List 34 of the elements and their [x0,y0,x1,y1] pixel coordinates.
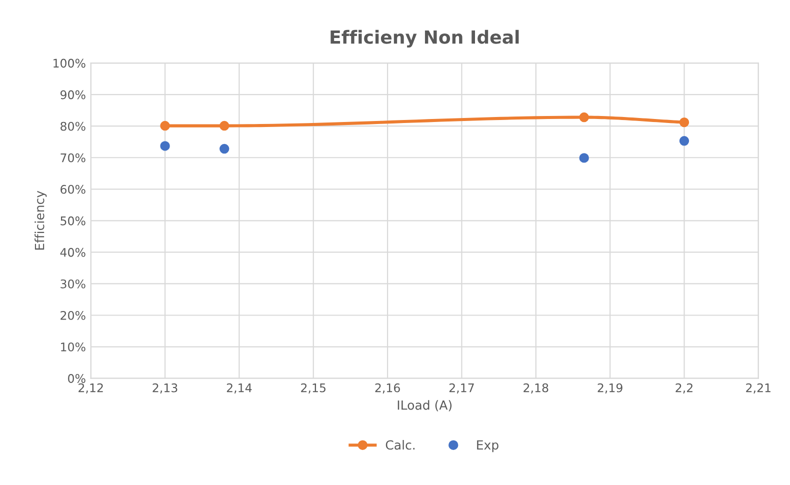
x-tick-label: 2,18 [524,383,548,394]
y-tick-label: 70% [60,153,86,162]
y-tick-label: 0% [68,374,86,383]
y-tick-label: 40% [60,248,86,257]
chart-title: Efficieny Non Ideal [330,30,519,48]
x-tick-label: 2,2 [676,383,692,394]
x-tick-label: 2,21 [746,383,770,394]
x-tick-label: 2,14 [226,383,252,394]
x-tick-label: 2,12 [78,383,103,394]
x-axis-title: ILoad (A) [398,400,452,412]
y-tick-label: 10% [61,342,86,352]
legend-label: Exp [477,440,498,452]
x-tick-label: 2,15 [301,383,326,394]
legend-label: Calc. [386,440,415,450]
y-tick-label: 30% [60,279,86,288]
point [160,141,170,151]
y-tick-label: 60% [60,184,86,194]
point [579,112,589,122]
x-tick-label: 2,19 [598,383,622,394]
x-tick-label: 2,13 [152,383,178,394]
y-tick-label: 100% [54,58,86,68]
point [579,153,589,163]
y-tick-label: 20% [60,310,86,320]
point [220,120,230,131]
x-tick-label: 2,16 [375,383,400,394]
y-tick-label: 90% [60,90,86,100]
point [220,144,230,154]
y-axis-title: Efficiency [34,190,47,250]
y-tick-label: 50% [60,216,86,226]
point [679,117,690,128]
x-tick-label: 2,17 [449,383,474,394]
point [679,136,690,146]
point [160,120,170,131]
y-tick-label: 80% [60,122,86,131]
